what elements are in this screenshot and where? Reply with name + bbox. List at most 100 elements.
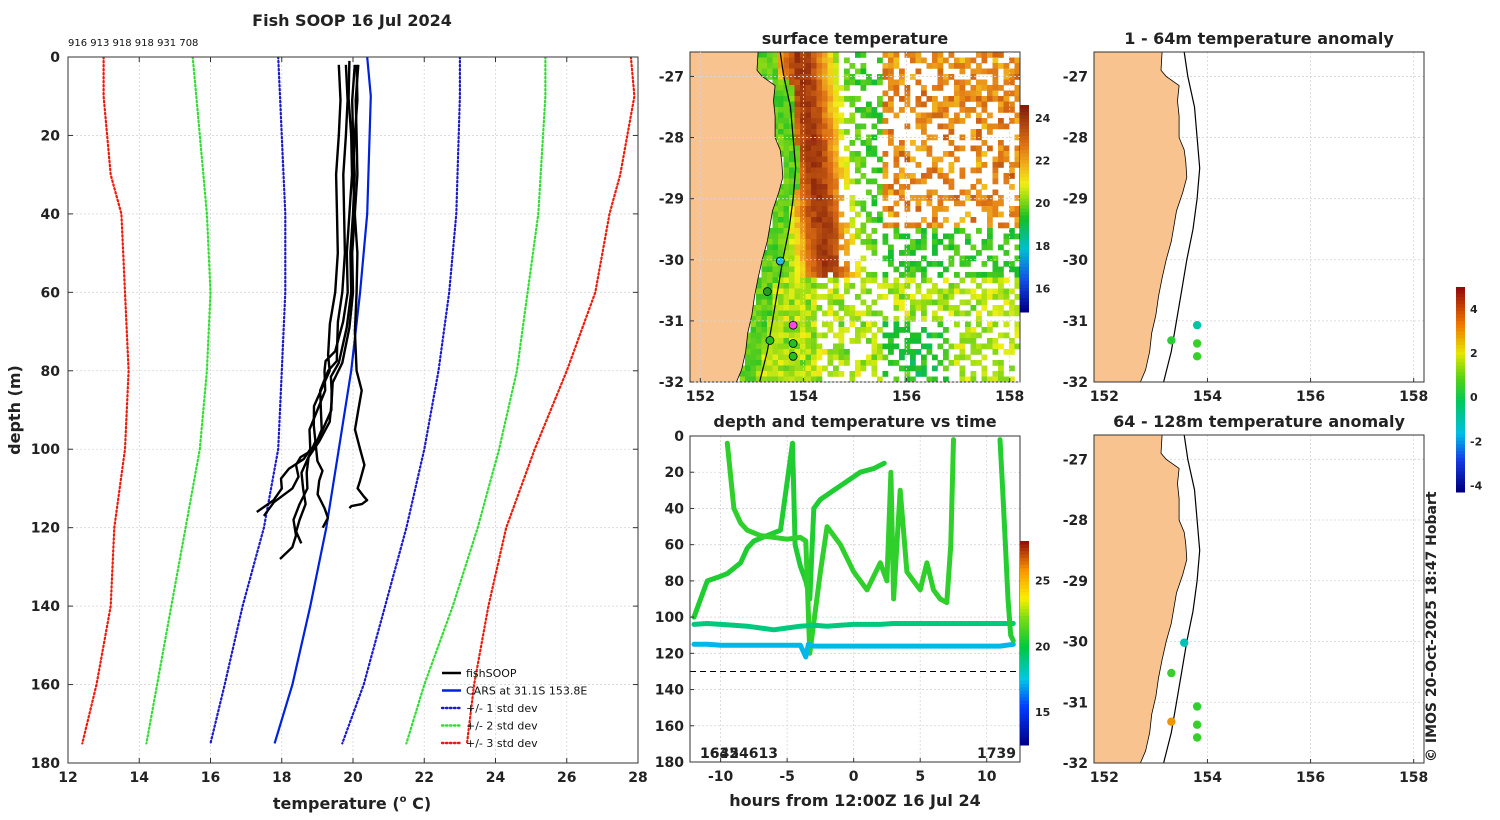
sst-cell <box>772 74 779 80</box>
sst-cell <box>855 294 861 300</box>
sst-cell <box>1009 310 1015 317</box>
sst-cell <box>915 101 922 108</box>
sst-cell <box>987 255 993 262</box>
sst-cell <box>756 63 762 69</box>
sst-cell <box>789 244 795 251</box>
sst-cell <box>833 354 839 361</box>
sst-cell <box>1009 376 1015 383</box>
sst-cell <box>805 233 812 240</box>
sst-cell <box>926 349 933 355</box>
sst-cell <box>992 63 999 69</box>
timeseries-colorbar-segment <box>1020 741 1029 746</box>
sst-cell <box>772 277 779 284</box>
sst-cell <box>805 123 812 130</box>
sst-cell <box>811 140 817 146</box>
sst-cell <box>959 255 966 262</box>
sst-cell <box>866 338 872 344</box>
sst-cell <box>893 360 900 366</box>
land-mass <box>1093 434 1188 764</box>
sst-cell <box>811 178 817 185</box>
sst-cell <box>756 376 762 383</box>
sst-cell <box>783 233 790 240</box>
sst-cell <box>932 101 938 108</box>
sst-stations <box>762 256 798 361</box>
sst-cell <box>899 96 905 102</box>
sst-cell <box>893 332 900 339</box>
timeseries-colorbar-segment <box>1020 707 1029 712</box>
sst-cell <box>893 63 900 69</box>
sst-cell <box>783 299 790 306</box>
profile-y-tick-label: 180 <box>31 756 60 772</box>
profile-series--1-std-dev <box>209 57 287 745</box>
sst-cell <box>783 327 790 333</box>
sst-cell <box>965 327 971 333</box>
sst-cell <box>921 277 927 284</box>
sst-cell <box>794 316 801 322</box>
sst-cell <box>860 239 867 245</box>
sst-cell <box>783 90 790 97</box>
sst-cell <box>970 90 977 97</box>
legend-label: fishSOOP <box>466 667 517 680</box>
sst-cell <box>882 332 889 339</box>
sst-cell <box>981 365 988 372</box>
sst-cell <box>794 151 801 157</box>
timeseries-colorbar-segment <box>1020 622 1029 627</box>
anomaly-colorbar: -4-2024 <box>1456 287 1483 493</box>
sst-cell <box>1014 134 1021 141</box>
sst-cell <box>794 52 801 58</box>
anomaly-colorbar-segment <box>1456 290 1465 295</box>
sst-cell <box>904 233 911 240</box>
sst-cell <box>921 101 927 108</box>
anomaly-colorbar-segment <box>1456 464 1465 469</box>
sst-cell <box>860 288 867 295</box>
timeseries-y-tick-label: 180 <box>655 755 684 771</box>
sst-cell <box>827 299 834 306</box>
anomaly-colorbar-segment <box>1456 324 1465 329</box>
sst-cell <box>904 200 911 207</box>
sst-cell <box>893 200 900 207</box>
sst-cell <box>838 316 845 322</box>
sst-cell <box>822 244 828 251</box>
sst-cell <box>899 327 905 333</box>
sst-cell <box>794 250 801 256</box>
sst-cell <box>833 244 839 251</box>
sst-cell <box>822 206 828 212</box>
anomaly-colorbar-segment <box>1456 396 1465 401</box>
sst-cell <box>838 195 845 201</box>
sst-cell <box>772 63 779 69</box>
sst-cell <box>800 90 806 97</box>
sst-cell <box>926 294 933 300</box>
sst-cell <box>745 365 751 372</box>
sst-cell <box>822 90 828 97</box>
sst-cell <box>822 107 828 113</box>
profile-x-tick-label: 26 <box>557 770 576 786</box>
sst-cell <box>959 145 966 152</box>
sst-cell <box>789 349 795 355</box>
sst-cell <box>976 272 982 278</box>
sst-cell <box>976 85 982 91</box>
timeseries-x-tick-label: -5 <box>779 769 795 785</box>
sst-cell <box>789 79 795 86</box>
sst-colorbar-segment <box>1020 280 1029 285</box>
sst-cell <box>761 327 768 333</box>
sst-cell <box>805 354 812 361</box>
sst-cell <box>811 266 817 273</box>
sst-cell <box>778 354 784 361</box>
profile-y-tick-label: 20 <box>41 128 61 144</box>
sst-cell <box>981 305 988 311</box>
sst-cell <box>921 299 927 306</box>
sst-cell <box>761 376 768 383</box>
sst-cell <box>910 277 916 284</box>
sst-cell <box>893 266 900 273</box>
sst-cell <box>888 250 894 256</box>
sst-cell <box>888 255 894 262</box>
sst-cell <box>827 96 834 102</box>
sst-cell <box>783 316 790 322</box>
sst-cell <box>778 283 784 289</box>
sst-cell <box>981 206 988 212</box>
timeseries-colorbar-segment <box>1020 626 1029 630</box>
sst-cell <box>811 107 817 113</box>
sst-cell <box>778 310 784 317</box>
sst-colorbar-segment <box>1020 191 1029 196</box>
sst-cell <box>811 52 817 58</box>
